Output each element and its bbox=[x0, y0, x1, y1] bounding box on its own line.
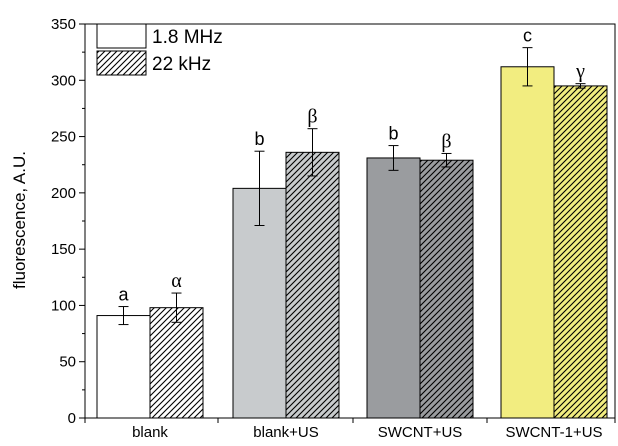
x-tick-label: blank bbox=[132, 424, 168, 441]
y-tick-label: 350 bbox=[51, 16, 76, 33]
significance-label: γ bbox=[575, 61, 585, 83]
y-axis-title: fluorescence, A.U. bbox=[10, 151, 29, 289]
legend-label-22-khz: 22 kHz bbox=[152, 54, 211, 75]
bar bbox=[419, 159, 474, 419]
significance-labels-layer: a α b β b β c γ bbox=[118, 26, 585, 305]
legend: 1.8 MHz 22 kHz bbox=[96, 23, 223, 76]
significance-label: c bbox=[523, 26, 532, 46]
bar bbox=[366, 157, 421, 419]
bars-layer bbox=[96, 66, 608, 419]
significance-label: b bbox=[388, 124, 398, 144]
x-tick-label: SWCNT+US bbox=[378, 424, 463, 441]
errorbars-layer bbox=[118, 47, 586, 326]
bar bbox=[553, 85, 608, 419]
axes-layer: blank blank+US SWCNT+US SWCNT-1+US 0 50 100 150… bbox=[51, 16, 616, 441]
y-tick-label: 0 bbox=[68, 410, 76, 427]
legend-label-1-8-mhz: 1.8 MHz bbox=[152, 27, 223, 48]
bar bbox=[500, 66, 555, 419]
bar bbox=[149, 307, 204, 419]
legend-swatch-22-khz bbox=[96, 50, 147, 76]
x-tick-label: blank+US bbox=[253, 424, 318, 441]
legend-swatch-1-8-mhz bbox=[96, 23, 147, 49]
y-tick-label: 300 bbox=[51, 72, 76, 89]
bar bbox=[96, 315, 151, 419]
y-tick-label: 150 bbox=[51, 241, 76, 258]
y-tick-label: 200 bbox=[51, 185, 76, 202]
x-tick-label: SWCNT-1+US bbox=[505, 424, 602, 441]
significance-label: β bbox=[441, 130, 451, 152]
y-tick-label: 50 bbox=[59, 354, 76, 371]
y-tick-label: 250 bbox=[51, 129, 76, 146]
significance-label: β bbox=[307, 106, 317, 128]
bar bbox=[232, 187, 287, 419]
significance-label: a bbox=[118, 285, 129, 305]
significance-label: b bbox=[254, 129, 264, 149]
significance-label: α bbox=[171, 270, 182, 292]
y-tick-label: 100 bbox=[51, 297, 76, 314]
bar bbox=[285, 151, 340, 419]
